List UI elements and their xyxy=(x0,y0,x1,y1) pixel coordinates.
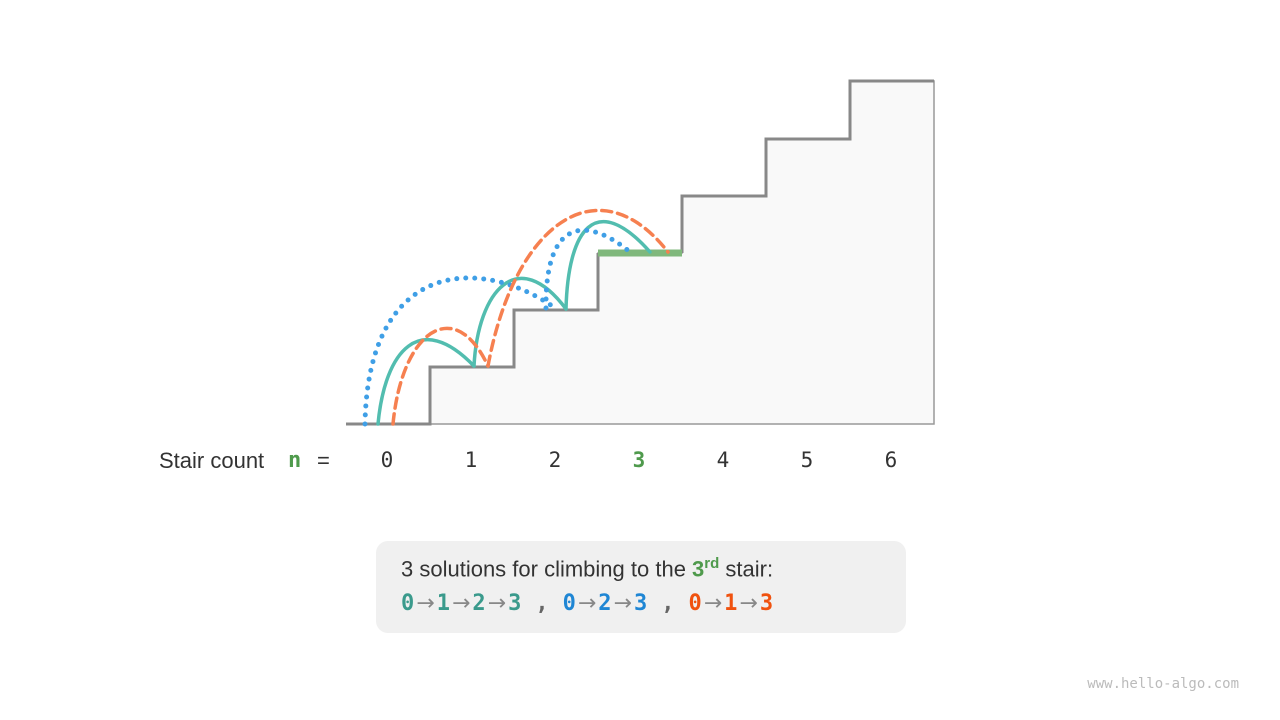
solution-step: 3 xyxy=(633,591,648,616)
solution: 0→2→3 xyxy=(563,591,648,616)
n-symbol: n xyxy=(288,448,302,473)
stair-label: 6 xyxy=(884,448,898,472)
separator: , xyxy=(535,591,549,616)
solution-step: 0 xyxy=(562,591,576,616)
solution-step: 3 xyxy=(508,591,522,616)
caption-stair: 3 xyxy=(692,556,705,582)
arrow-icon: → xyxy=(487,591,507,616)
stair-label: 2 xyxy=(548,448,562,472)
solution-step: 0 xyxy=(401,591,415,616)
stair-label: 5 xyxy=(800,448,814,472)
path-orange-1-3 xyxy=(486,208,670,368)
stair-label: 4 xyxy=(716,448,730,472)
path-teal-2-3 xyxy=(564,219,652,311)
arrow-icon: → xyxy=(703,591,723,616)
solutions-caption-box: 3 solutions for climbing to the 3rd stai… xyxy=(376,541,906,633)
path-blue-0-2 xyxy=(362,275,558,427)
separator: , xyxy=(661,591,675,616)
equals-sign: = xyxy=(317,448,330,473)
caption-prefix: 3 solutions for climbing to the xyxy=(401,556,693,582)
arrow-icon: → xyxy=(577,591,597,616)
caption-ordinal: rd xyxy=(704,555,720,572)
arrow-icon: → xyxy=(451,591,471,616)
arrow-icon: → xyxy=(416,591,435,616)
solution-step: 2 xyxy=(598,591,612,616)
arrow-icon: → xyxy=(613,591,632,616)
solutions-list: 0→1→2→3, 0→2→3, 0→1→3 xyxy=(401,591,773,616)
path-teal-0-1 xyxy=(376,337,476,426)
solution-step: 2 xyxy=(472,591,486,616)
stair-label-highlight: 3 xyxy=(632,448,646,472)
path-blue-2-3 xyxy=(543,227,633,311)
stair-count-label: Stair count xyxy=(159,448,265,473)
solution-step: 0 xyxy=(688,591,702,616)
solution: 0→1→2→3 xyxy=(401,591,521,616)
solution-step: 3 xyxy=(759,591,774,616)
solution-step: 1 xyxy=(436,591,450,616)
stair-label: 0 xyxy=(380,448,394,472)
stairs-outline xyxy=(346,79,934,426)
path-orange-0-1 xyxy=(391,326,490,426)
solution-step: 1 xyxy=(724,591,738,616)
solution: 0→1→3 xyxy=(688,591,773,616)
arrow-icon: → xyxy=(739,591,758,616)
caption-suffix: stair: xyxy=(719,556,774,582)
stair-label: 1 xyxy=(464,448,478,472)
watermark: www.hello-algo.com xyxy=(1087,676,1239,692)
caption-text: 3 solutions for climbing to the 3rd stai… xyxy=(401,555,773,582)
